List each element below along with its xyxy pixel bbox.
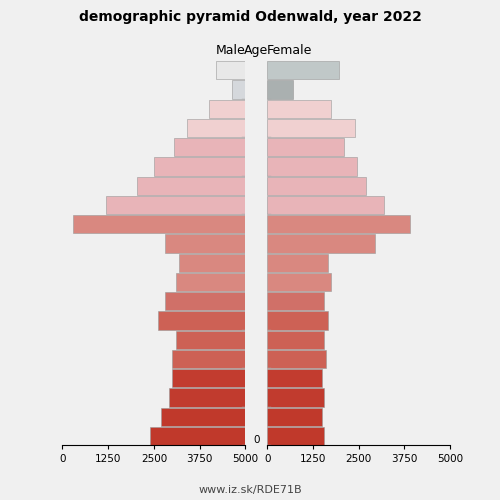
Bar — [267, 158, 357, 176]
Bar — [180, 254, 246, 272]
Bar — [232, 80, 245, 98]
Text: www.iz.sk/RDE71B: www.iz.sk/RDE71B — [198, 485, 302, 495]
Bar — [168, 388, 246, 406]
Bar — [154, 158, 246, 176]
Title: Age: Age — [244, 44, 268, 58]
Bar — [267, 234, 375, 252]
Bar — [267, 176, 366, 194]
Bar — [267, 427, 324, 445]
Bar — [216, 61, 246, 79]
Bar — [150, 427, 246, 445]
Bar — [267, 408, 322, 426]
Bar — [161, 408, 246, 426]
Bar — [158, 312, 246, 330]
Bar — [267, 196, 384, 214]
Bar — [267, 292, 324, 310]
Bar — [208, 100, 246, 117]
Bar — [267, 312, 328, 330]
Bar — [74, 215, 246, 233]
Bar — [267, 254, 328, 272]
Bar — [187, 119, 246, 137]
Bar — [176, 273, 246, 291]
Bar — [267, 100, 331, 117]
Bar — [176, 330, 246, 349]
Bar — [174, 138, 246, 156]
Bar — [172, 369, 246, 387]
Bar — [267, 215, 410, 233]
Bar — [267, 350, 326, 368]
Bar — [267, 61, 338, 79]
Bar — [165, 234, 246, 252]
Text: 0: 0 — [253, 435, 260, 445]
Bar — [138, 176, 246, 194]
Bar — [267, 138, 344, 156]
Bar — [172, 350, 246, 368]
Bar — [267, 330, 324, 349]
Bar — [106, 196, 246, 214]
Text: demographic pyramid Odenwald, year 2022: demographic pyramid Odenwald, year 2022 — [78, 10, 422, 24]
Text: Female: Female — [267, 44, 312, 58]
Bar — [267, 388, 324, 406]
Text: Male: Male — [216, 44, 246, 58]
Bar — [267, 369, 322, 387]
Bar — [267, 273, 331, 291]
Bar — [165, 292, 246, 310]
Bar — [267, 119, 355, 137]
Bar — [267, 80, 293, 98]
